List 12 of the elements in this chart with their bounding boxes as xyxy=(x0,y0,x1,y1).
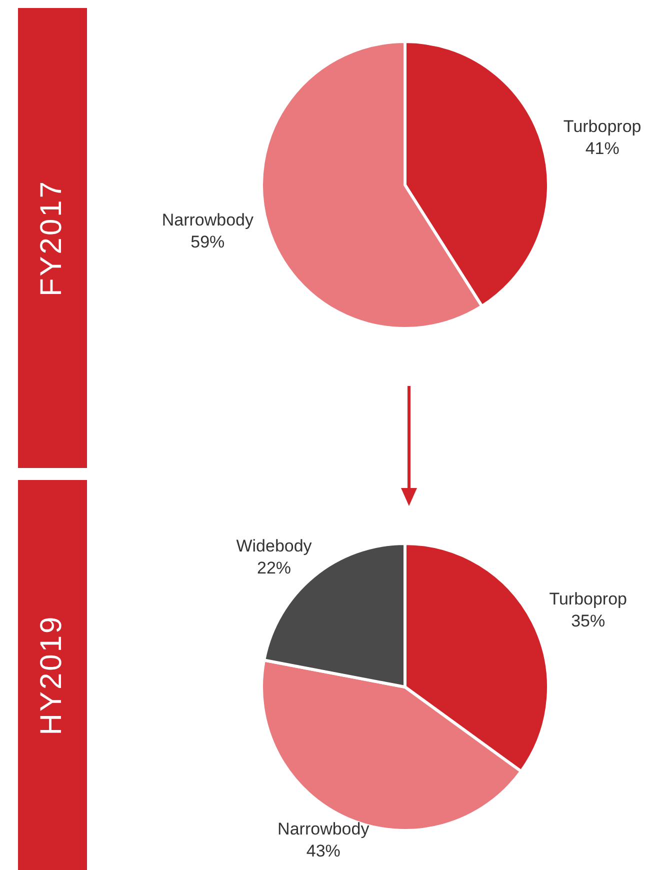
data-label: 41% xyxy=(585,138,620,158)
slice-label: Turboprop xyxy=(549,590,628,609)
text: FY2017 xyxy=(35,179,69,297)
data-label: 35% xyxy=(571,612,606,631)
text: HY2019 xyxy=(35,614,69,736)
slice-label: Turboprop xyxy=(563,116,642,136)
data-label: 22% xyxy=(256,558,292,578)
data-label: 59% xyxy=(190,232,225,252)
data-label: 43% xyxy=(306,841,340,860)
slice-label: Narrowbody xyxy=(162,210,254,230)
slice-label: Narrowbody xyxy=(278,819,370,838)
slice-label: Widebody xyxy=(236,536,312,556)
